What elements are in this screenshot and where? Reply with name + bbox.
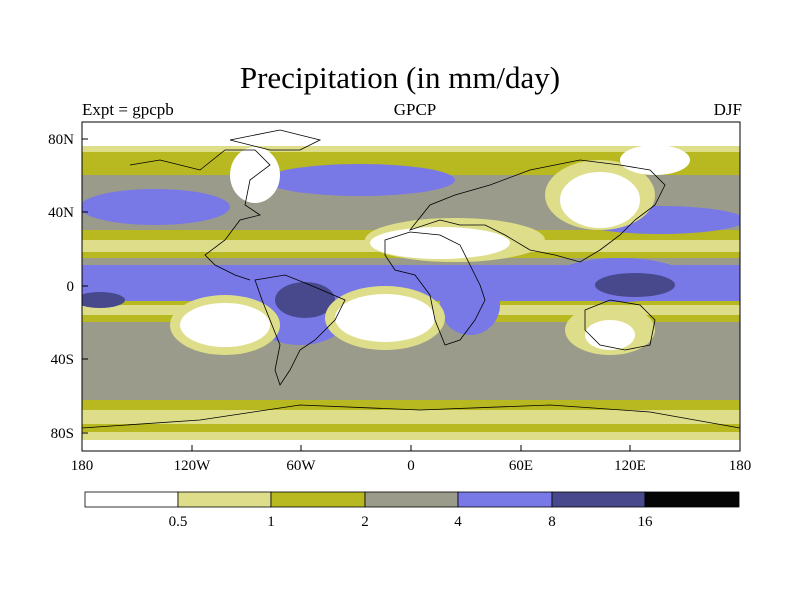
lat-label-40n: 40N: [48, 205, 74, 221]
lon-label-180w: 180: [71, 458, 94, 474]
lon-label-60e: 60E: [509, 458, 533, 474]
lat-label-0: 0: [67, 279, 75, 295]
colorbar-swatch-7: [644, 491, 740, 508]
lat-label-80n: 80N: [48, 132, 74, 148]
colorbar-swatch-1: [84, 491, 179, 508]
dataset-label: GPCP: [393, 100, 437, 119]
lat-ticks: [82, 138, 88, 434]
experiment-label: Expt = gpcpb: [82, 100, 174, 119]
season-label: DJF: [713, 100, 742, 119]
lon-ticks: [81, 445, 741, 451]
colorbar-label-0-5: 0.5: [169, 514, 188, 530]
lon-label-60w: 60W: [286, 458, 316, 474]
colorbar-label-8: 8: [548, 514, 556, 530]
lon-label-120e: 120E: [614, 458, 646, 474]
coastlines: [82, 129, 740, 429]
plot-title: Precipitation (in mm/day): [239, 60, 561, 95]
precipitation-field: [82, 122, 740, 451]
colorbar-swatch-3: [270, 491, 366, 508]
colorbar-label-2: 2: [361, 514, 369, 530]
colorbar-label-4: 4: [454, 514, 462, 530]
colorbar-swatch-2: [177, 491, 272, 508]
lat-label-40s: 40S: [51, 352, 74, 368]
lon-label-0: 0: [407, 458, 415, 474]
colorbar-swatch-5: [457, 491, 553, 508]
colorbar-label-1: 1: [267, 514, 275, 530]
colorbar-label-16: 16: [638, 514, 654, 530]
colorbar-swatch-4: [364, 491, 459, 508]
colorbar-swatch-6: [551, 491, 646, 508]
lon-label-120w: 120W: [174, 458, 212, 474]
lon-label-180e: 180: [729, 458, 752, 474]
colorbar: [84, 491, 740, 508]
lat-label-80s: 80S: [51, 426, 74, 442]
